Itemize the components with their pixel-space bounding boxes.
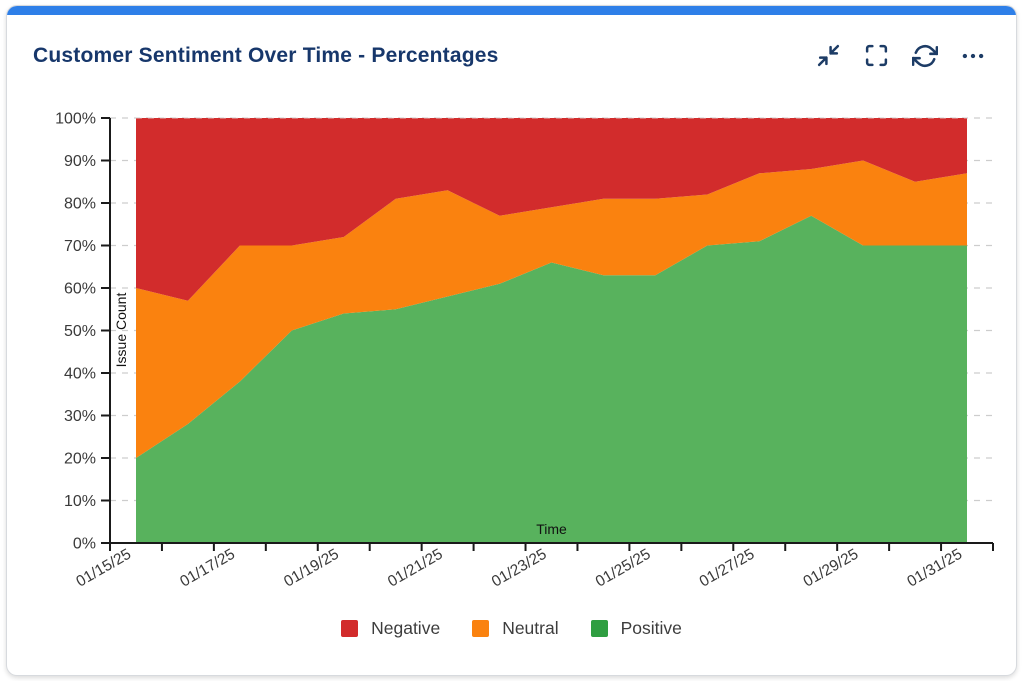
legend-item-positive[interactable]: Positive xyxy=(590,618,682,639)
fullscreen-button[interactable] xyxy=(863,42,890,69)
chart-legend: Negative Neutral Positive xyxy=(7,618,1016,639)
fullscreen-icon xyxy=(864,43,889,68)
svg-text:90%: 90% xyxy=(64,153,96,170)
svg-text:20%: 20% xyxy=(64,451,96,468)
collapse-icon xyxy=(816,43,841,68)
refresh-icon xyxy=(911,43,938,69)
more-options-button[interactable] xyxy=(959,42,986,69)
neutral-swatch-icon xyxy=(472,620,490,637)
svg-text:01/23/25: 01/23/25 xyxy=(489,546,550,591)
svg-text:50%: 50% xyxy=(64,323,96,340)
page-title: Customer Sentiment Over Time - Percentag… xyxy=(33,43,499,67)
legend-item-neutral[interactable]: Neutral xyxy=(472,618,559,639)
svg-text:01/29/25: 01/29/25 xyxy=(801,546,862,591)
card-toolbar xyxy=(815,42,986,69)
svg-text:Time: Time xyxy=(536,521,567,537)
svg-text:70%: 70% xyxy=(64,238,96,255)
svg-text:40%: 40% xyxy=(64,366,96,383)
svg-text:0%: 0% xyxy=(73,536,96,553)
svg-text:01/25/25: 01/25/25 xyxy=(593,546,654,591)
more-options-icon xyxy=(960,43,986,69)
svg-text:01/31/25: 01/31/25 xyxy=(904,546,965,591)
svg-text:60%: 60% xyxy=(64,281,96,298)
collapse-button[interactable] xyxy=(815,42,842,69)
refresh-button[interactable] xyxy=(911,42,938,69)
card-accent-bar xyxy=(7,6,1016,15)
svg-text:01/17/25: 01/17/25 xyxy=(177,546,238,591)
positive-swatch-icon xyxy=(590,620,608,637)
card-header: Customer Sentiment Over Time - Percentag… xyxy=(33,42,986,69)
svg-text:10%: 10% xyxy=(64,493,96,510)
svg-text:Issue Count: Issue Count xyxy=(113,293,129,368)
svg-text:100%: 100% xyxy=(55,111,96,128)
negative-swatch-icon xyxy=(341,620,359,637)
legend-item-negative[interactable]: Negative xyxy=(341,618,440,639)
svg-text:30%: 30% xyxy=(64,408,96,425)
svg-text:01/27/25: 01/27/25 xyxy=(697,546,758,591)
svg-text:80%: 80% xyxy=(64,196,96,213)
legend-label: Positive xyxy=(620,618,682,638)
svg-text:01/21/25: 01/21/25 xyxy=(385,546,446,591)
legend-label: Neutral xyxy=(502,618,559,638)
legend-label: Negative xyxy=(371,618,441,638)
svg-text:01/19/25: 01/19/25 xyxy=(281,546,342,591)
